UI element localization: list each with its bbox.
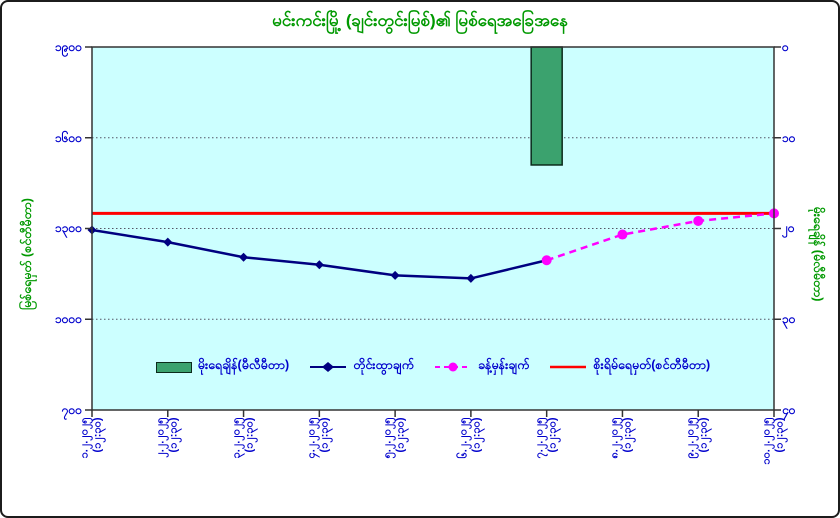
x-axis-label: ၇.၂.၂၀၂၅ (၁၂:၃၀) <box>533 417 559 459</box>
legend-item-rainfall: မိုးရေချိန်(မီလီမီတာ) <box>155 358 289 376</box>
observed-point-marker <box>239 252 249 262</box>
observed-point-marker <box>163 237 173 247</box>
observed-point-marker <box>390 270 400 280</box>
rainfall-bar <box>530 46 563 166</box>
observed-line-swatch-icon <box>310 362 347 372</box>
x-axis-label: ၄.၂.၂၀၂၅ (၁၂:၃၀) <box>305 417 331 459</box>
right-axis-tick: ၄၀ <box>782 403 796 417</box>
chart-title: မင်းကင်းမြို့ (ချင်းတွင်းမြစ်)၏ မြစ်ရေအခ… <box>272 11 568 30</box>
legend-item-forecast: ခန့်မှန်းချက် <box>434 358 529 376</box>
legend-item-observed: တိုင်းထွာချက် <box>309 358 414 376</box>
x-axis-label: ၆.၂.၂၀၂၅ (၁၂:၃၀) <box>457 417 483 459</box>
rainfall-bar-swatch-icon <box>155 361 192 373</box>
x-axis-label: ၅.၂.၂၀၂၅ (၁၂:၃၀) <box>381 417 407 459</box>
left-axis-title: မြစ်ရေမှတ် (စင်တီမီတာ) <box>20 198 34 310</box>
observed-point-marker <box>466 273 476 283</box>
observed-point-marker <box>314 260 324 270</box>
forecast-point-marker <box>541 255 552 266</box>
left-axis-tick: ၁၃၀၀ <box>55 221 82 235</box>
danger-line-swatch-icon <box>550 365 587 369</box>
forecast-line-swatch-icon <box>434 362 471 372</box>
x-axis-label: ၃.၂.၂၀၂၅ (၁၂:၃၀) <box>230 417 256 459</box>
right-axis-tick: ၃၀ <box>782 312 796 326</box>
x-axis-label: ၁.၂.၂၀၂၅ (၁၂:၃၀) <box>78 417 104 459</box>
x-axis-label: ၂.၂.၂၀၂၅ (၁၂:၃၀) <box>154 417 180 458</box>
right-axis-title: မိုးရေချိန် (မီလီမီတာ) <box>811 206 825 302</box>
forecast-point-marker <box>617 229 628 240</box>
left-axis-tick: ၁၀၀၀ <box>55 312 82 326</box>
left-axis-tick: ၁၉၀၀ <box>55 40 82 54</box>
forecast-point-marker <box>693 215 704 226</box>
x-axis-label: ၉.၂.၂၀၂၅ (၁၂:၃၀) <box>684 417 710 459</box>
legend: မိုးရေချိန်(မီလီမီတာ) တိုင်းထွာချက် ခန့်… <box>92 354 774 380</box>
right-axis-tick: ၂၀ <box>782 221 795 235</box>
legend-item-danger-level: စိုးရိမ်ရေမှတ်(စင်တီမီတာ) <box>549 358 710 376</box>
left-axis-tick: ၁၆၀၀ <box>55 131 82 145</box>
x-axis-label: ၁၀.၂.၂၀၂၅ (၁၂:၃၀) <box>760 417 786 465</box>
left-axis-tick: ၇၀၀ <box>61 403 82 417</box>
right-axis-tick: ၁၀ <box>782 131 796 145</box>
x-axis-label: ၈.၂.၂၀၂၅ (၁၂:၃၀) <box>608 417 634 459</box>
right-axis-tick: ၀ <box>782 40 789 54</box>
forecast-line <box>546 212 775 262</box>
